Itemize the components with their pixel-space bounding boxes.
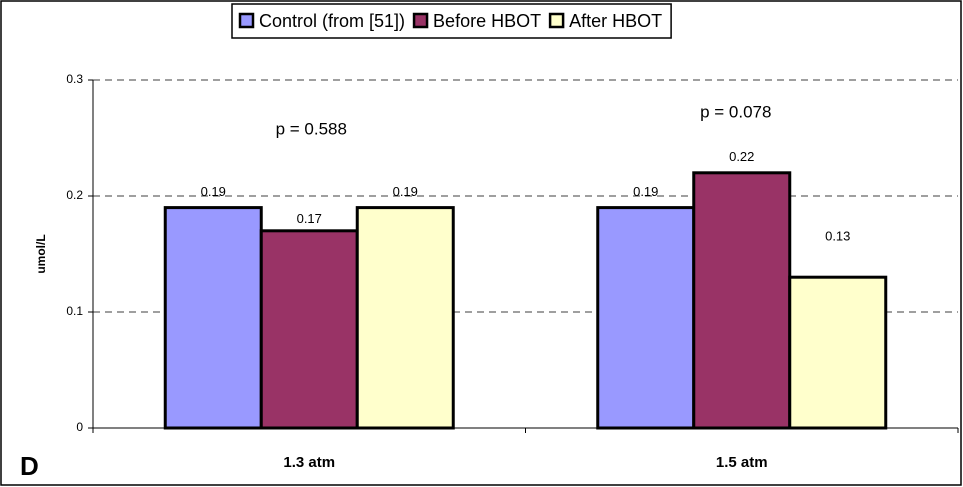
x-tick-label: 1.3 atm [283, 454, 335, 471]
annotation: p = 0.078 [700, 102, 771, 121]
legend-swatch [412, 12, 429, 29]
bar [788, 275, 888, 430]
y-tick-label: 0.2 [66, 188, 83, 202]
legend-swatch [548, 12, 565, 29]
panel-label: D [20, 451, 39, 481]
data-label: 0.19 [393, 184, 418, 199]
legend-label: After HBOT [569, 11, 662, 31]
data-label: 0.19 [201, 184, 226, 199]
annotation: p = 0.588 [276, 119, 347, 138]
legend-swatch [238, 12, 255, 29]
y-tick-label: 0.1 [66, 304, 83, 318]
data-label: 0.22 [729, 149, 754, 164]
y-axis-label: umol/L [34, 234, 48, 273]
data-label: 0.13 [825, 229, 850, 244]
data-label: 0.17 [297, 211, 322, 226]
y-tick-label: 0.3 [66, 72, 83, 86]
bar [259, 229, 359, 430]
legend-box [231, 3, 672, 39]
legend-label: Before HBOT [433, 11, 541, 31]
bar [596, 206, 696, 430]
x-tick-label: 1.5 atm [716, 454, 768, 471]
bar [692, 171, 792, 430]
data-label: 0.19 [633, 184, 658, 199]
legend-label: Control (from [51]) [259, 11, 405, 31]
bar [163, 206, 263, 430]
bar [355, 206, 455, 430]
y-tick-label: 0 [76, 420, 83, 434]
